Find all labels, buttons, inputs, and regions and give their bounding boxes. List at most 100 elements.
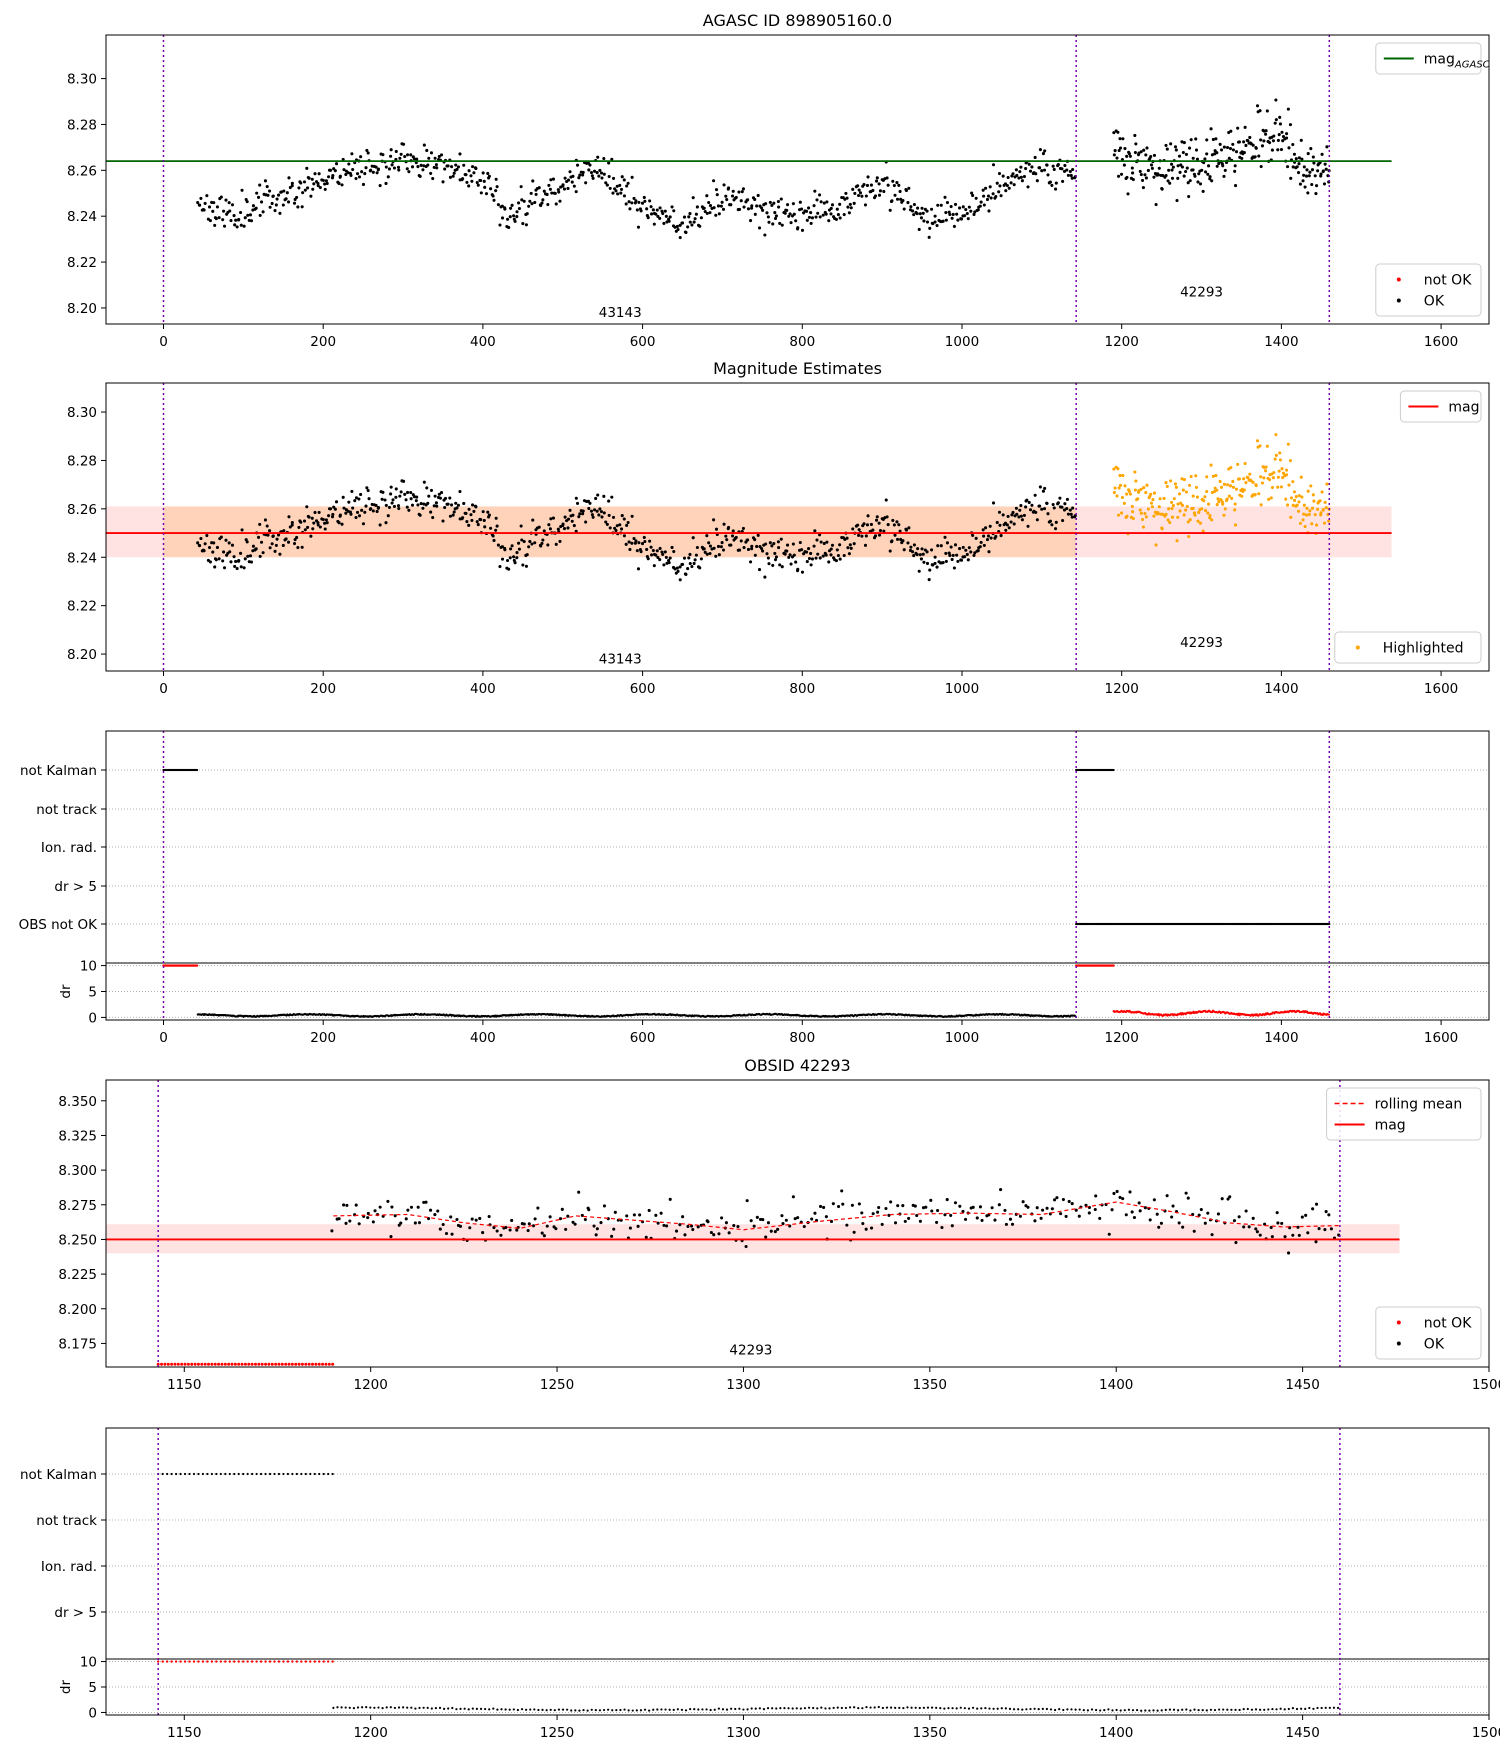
data-point (491, 534, 495, 538)
data-point (875, 176, 879, 180)
dr-point (926, 1706, 930, 1709)
data-point (1150, 505, 1154, 509)
data-point (847, 211, 851, 215)
dr-point (709, 1708, 712, 1712)
not-ok-point (300, 1362, 304, 1366)
data-point (731, 189, 735, 193)
data-point (757, 568, 762, 572)
data-point (605, 183, 609, 187)
data-point (1278, 458, 1282, 462)
dr-point (525, 1708, 528, 1711)
data-point (263, 518, 268, 522)
data-point (625, 523, 629, 527)
data-point (1184, 1191, 1188, 1195)
data-point (930, 548, 934, 552)
data-point (660, 550, 664, 554)
dr-point (980, 1707, 983, 1710)
data-point (229, 560, 233, 564)
data-point (738, 207, 742, 211)
dr-point (377, 1706, 380, 1709)
data-point (1281, 476, 1285, 480)
dr-point (1066, 1708, 1069, 1711)
data-point (1246, 475, 1250, 480)
data-point (991, 163, 996, 167)
data-point (1209, 463, 1213, 467)
legend-frame (1326, 1087, 1482, 1141)
data-point (731, 529, 735, 533)
dr-point (648, 1709, 651, 1712)
data-point (1133, 488, 1137, 492)
data-point (1139, 511, 1143, 515)
data-point (798, 540, 802, 545)
dr-point (598, 1709, 602, 1712)
data-point (994, 194, 998, 199)
data-point (654, 212, 658, 216)
data-point (1285, 132, 1289, 136)
data-point (835, 548, 839, 552)
data-point (394, 487, 398, 491)
data-point (791, 202, 795, 206)
data-point (1291, 165, 1295, 169)
data-point (525, 212, 529, 216)
data-point (772, 201, 776, 205)
dr-point (1127, 1708, 1130, 1711)
data-point (506, 558, 510, 563)
data-point (658, 546, 662, 551)
data-point (690, 564, 694, 569)
data-point (989, 536, 993, 540)
data-point (989, 196, 993, 200)
data-point (1112, 490, 1116, 495)
data-point (458, 152, 462, 156)
data-point (1205, 152, 1209, 156)
data-point (1306, 152, 1310, 156)
data-point (997, 190, 1001, 194)
dr-point (643, 1708, 647, 1711)
data-point (1217, 162, 1221, 166)
flag-point (161, 1472, 164, 1476)
not-ok-point (321, 1362, 325, 1366)
data-point (898, 189, 902, 194)
dr-point (693, 1708, 696, 1711)
dr-point (1094, 1708, 1098, 1712)
data-point (1260, 481, 1264, 485)
data-point (443, 167, 447, 171)
data-point (893, 193, 897, 197)
data-point (764, 1235, 768, 1239)
data-point (628, 207, 632, 211)
data-point (286, 200, 291, 204)
data-point (570, 519, 574, 523)
data-point (1272, 471, 1276, 475)
data-point (892, 523, 896, 527)
dr-point (799, 1707, 802, 1710)
dr-point (988, 1707, 991, 1710)
data-point (935, 1220, 939, 1224)
data-point (384, 503, 388, 507)
not-ok-point (196, 1362, 200, 1366)
data-point (1231, 148, 1235, 152)
dr-point (803, 1707, 807, 1710)
not-ok-point (297, 1362, 301, 1366)
data-point (414, 499, 418, 503)
data-point (791, 1195, 795, 1199)
data-point (1186, 520, 1190, 524)
data-point (847, 552, 851, 556)
data-point (870, 1226, 874, 1230)
data-point (1204, 508, 1208, 513)
data-point (281, 543, 285, 548)
data-point (1320, 490, 1324, 494)
data-point (678, 235, 682, 240)
data-point (1297, 156, 1301, 160)
data-point (722, 183, 726, 187)
data-point (693, 217, 697, 221)
data-point (462, 501, 466, 506)
data-point (1185, 166, 1189, 170)
data-point (202, 549, 206, 553)
dr-point (1070, 1708, 1073, 1711)
data-point (721, 548, 726, 552)
data-point (405, 505, 409, 509)
data-point (281, 203, 285, 207)
data-point (1199, 1207, 1203, 1212)
data-point (813, 529, 817, 533)
data-point (1117, 486, 1121, 490)
data-point (1292, 152, 1296, 156)
